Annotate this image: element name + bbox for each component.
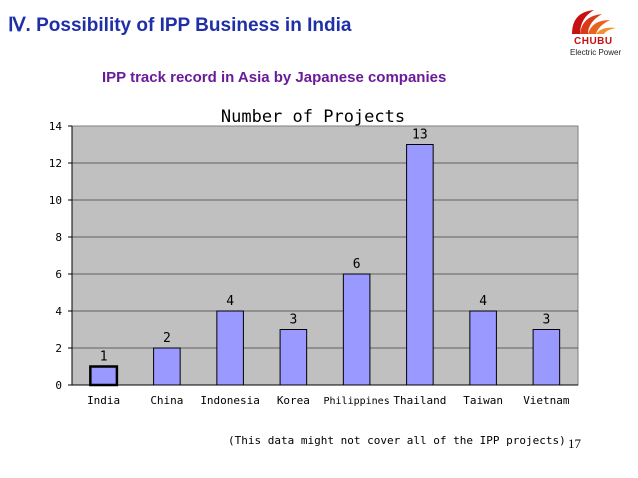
data-label: 13 — [412, 128, 428, 143]
data-label: 4 — [226, 294, 234, 309]
bar — [342, 273, 371, 386]
plot-area — [71, 125, 579, 386]
x-tick-label: Vietnam — [523, 394, 570, 407]
y-tick-label: 4 — [55, 305, 62, 318]
y-tick-label: 6 — [55, 268, 62, 281]
y-tick-label: 8 — [55, 231, 62, 244]
slide-title: Ⅳ. Possibility of IPP Business in India — [8, 15, 352, 36]
x-tick-label: Indonesia — [200, 394, 260, 407]
data-label: 3 — [289, 313, 297, 328]
y-tick-label: 10 — [49, 194, 62, 207]
bar — [279, 329, 308, 386]
chubu-logo-icon — [572, 10, 616, 34]
y-tick-label: 0 — [55, 379, 62, 392]
bar — [532, 329, 561, 386]
data-label: 2 — [163, 331, 171, 346]
data-label: 6 — [353, 257, 361, 272]
footnote: (This data might not cover all of the IP… — [228, 434, 566, 447]
data-label: 4 — [479, 294, 487, 309]
chart-subtitle: IPP track record in Asia by Japanese com… — [102, 69, 447, 86]
bar — [89, 365, 119, 387]
y-tick-label: 2 — [55, 342, 62, 355]
page-number: 17 — [568, 436, 581, 451]
bar — [153, 347, 181, 386]
bar — [406, 144, 434, 386]
data-label: 1 — [100, 350, 108, 365]
y-tick-label: 14 — [49, 120, 63, 133]
logo-wordmark: CHUBU — [574, 36, 613, 47]
chart-title: Number of Projects — [221, 107, 405, 127]
x-tick-label: China — [150, 394, 183, 407]
x-tick-label: Philippines — [324, 396, 390, 407]
x-tick-label: Taiwan — [463, 394, 503, 407]
x-tick-label: Thailand — [393, 394, 446, 407]
logo-subtext: Electric Power — [570, 48, 622, 57]
bar — [216, 310, 244, 386]
y-tick-label: 12 — [49, 157, 62, 170]
bar — [469, 310, 497, 386]
x-tick-label: Korea — [277, 394, 310, 407]
data-label: 3 — [542, 313, 550, 328]
x-tick-label: India — [87, 394, 120, 407]
